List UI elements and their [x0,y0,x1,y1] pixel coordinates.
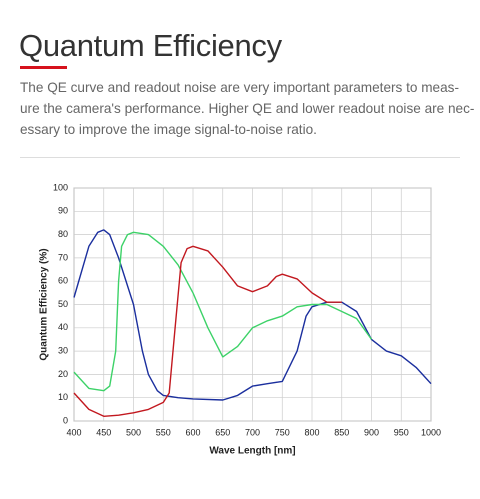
description-line: ure the camera's performance. Higher QE … [20,101,475,116]
y-tick-label: 80 [58,229,68,239]
x-tick-label: 450 [96,427,111,437]
y-tick-label: 10 [58,392,68,402]
x-tick-label: 850 [334,427,349,437]
x-tick-label: 900 [364,427,379,437]
x-tick-label: 400 [66,427,81,437]
x-tick-label: 500 [126,427,141,437]
description-line: The QE curve and readout noise are very … [20,80,459,95]
x-tick-label: 550 [156,427,171,437]
separator [20,157,460,158]
series-line [73,245,342,417]
x-tick-label: 800 [304,427,319,437]
x-tick-label: 1000 [421,427,441,437]
series-line [73,231,373,392]
x-tick-label: 750 [275,427,290,437]
x-tick-label: 700 [245,427,260,437]
y-tick-label: 30 [58,345,68,355]
y-tick-label: 100 [53,182,68,192]
x-axis-title: Wave Length [nm] [209,446,295,457]
series-line [73,229,432,401]
x-tick-label: 600 [185,427,200,437]
description-line: essary to improve the image signal-to-no… [20,122,317,137]
page-title: Quantum Efficiency [19,28,282,63]
x-tick-label: 950 [394,427,409,437]
y-tick-label: 70 [58,252,68,262]
y-tick-label: 0 [63,415,68,425]
y-tick-label: 20 [58,369,68,379]
y-tick-label: 60 [58,276,68,286]
title-underline [20,66,67,69]
y-axis-title: Quantum Efficiency (%) [39,248,50,360]
x-tick-label: 650 [215,427,230,437]
y-tick-label: 40 [58,322,68,332]
y-tick-label: 50 [58,299,68,309]
y-tick-label: 90 [58,206,68,216]
